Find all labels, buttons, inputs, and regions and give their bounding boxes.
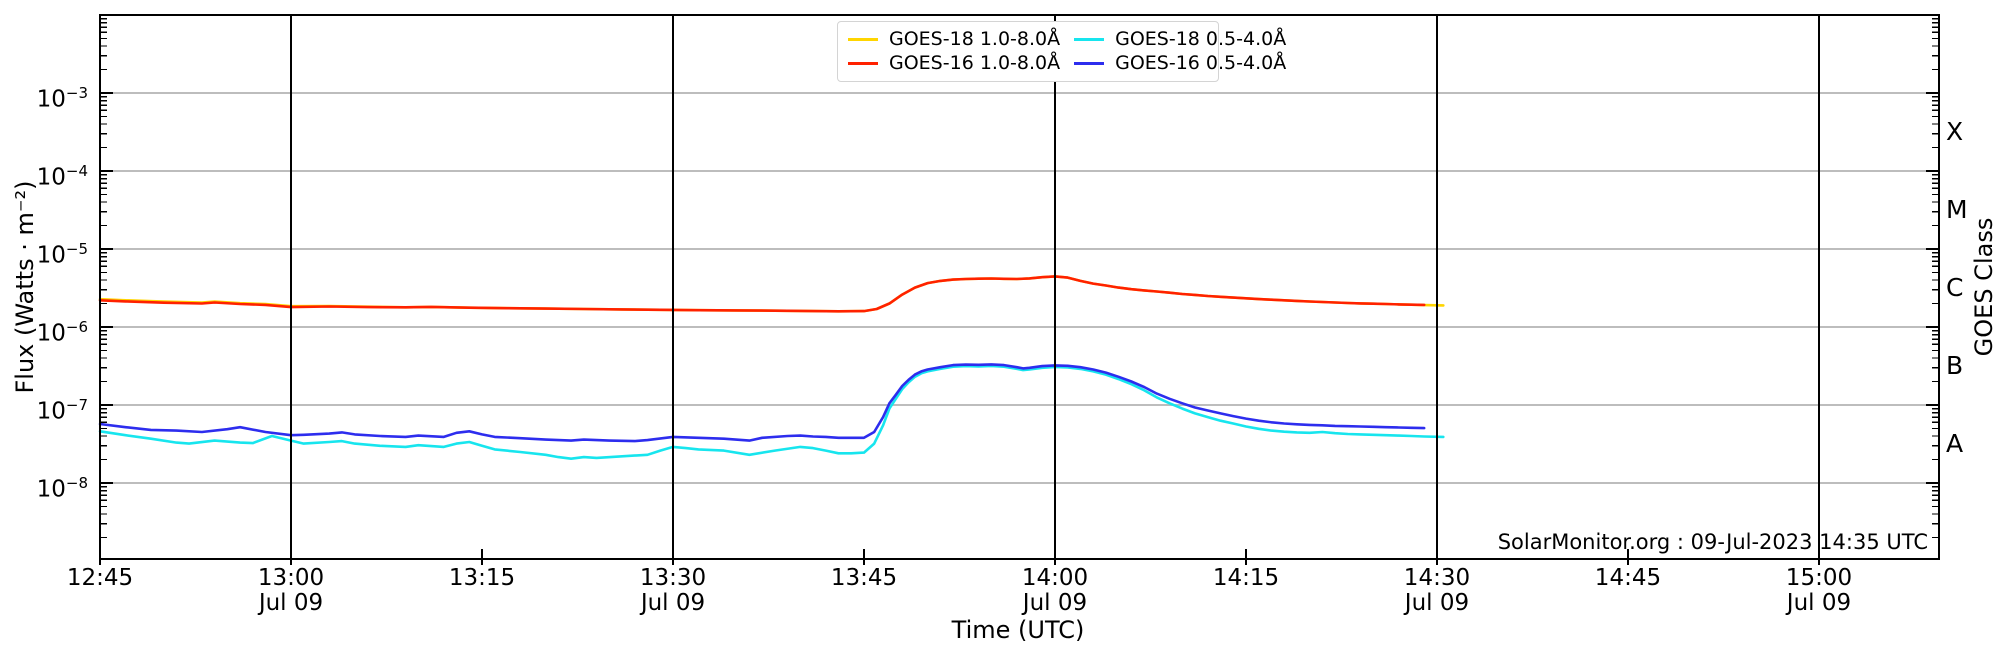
legend-label: GOES-16 0.5-4.0Å xyxy=(1115,52,1287,74)
legend-item-goes18-short: GOES-18 0.5-4.0Å xyxy=(1074,27,1286,51)
legend-label: GOES-18 1.0-8.0Å xyxy=(889,28,1061,50)
x-date-sublabel: Jul 09 xyxy=(1404,590,1470,616)
curve-goes-16-0-5-4-0- xyxy=(98,363,1426,443)
legend-label: GOES-16 1.0-8.0Å xyxy=(889,52,1061,74)
x-axis-label-time: Time (UTC) xyxy=(951,616,1085,644)
goes18-short-line-swatch xyxy=(1074,37,1105,41)
curve-goes-16-1-0-8-0- xyxy=(98,275,1426,313)
axis-ticks xyxy=(99,17,1939,565)
x-tick-label: 13:45 xyxy=(830,565,898,591)
solarmonitor-annotation: SolarMonitor.org : 09-Jul-2023 14:35 UTC xyxy=(1497,530,1928,554)
goes16-short-line-swatch xyxy=(1074,61,1105,65)
y-tick-label: 10−3 xyxy=(36,84,88,113)
y-tick-label: 10−6 xyxy=(36,318,88,347)
y-axis-label-goes-class: GOES Class xyxy=(1970,217,1998,357)
legend-box: GOES-18 1.0-8.0Å GOES-18 0.5-4.0Å GOES-1… xyxy=(837,21,1286,82)
x-date-sublabel: Jul 09 xyxy=(640,590,706,616)
flux-curves xyxy=(98,275,1445,461)
horizontal-gridlines xyxy=(100,92,1939,484)
plot-border xyxy=(99,14,1940,560)
goes-class-letter-x: X xyxy=(1946,117,1964,147)
goes-class-letter-a: A xyxy=(1946,429,1964,459)
y-axis-label-flux: Flux (Watts · m⁻²) xyxy=(11,180,39,394)
x-tick-label: 12:45 xyxy=(66,565,134,591)
x-date-sublabel: Jul 09 xyxy=(1786,590,1852,616)
y-tick-label: 10−7 xyxy=(36,396,88,425)
legend-label: GOES-18 0.5-4.0Å xyxy=(1115,28,1287,50)
goes-class-letter-m: M xyxy=(1946,195,1968,225)
goes-class-letter-c: C xyxy=(1946,273,1964,303)
y-tick-label: 10−5 xyxy=(36,240,88,269)
x-date-sublabel: Jul 09 xyxy=(258,590,324,616)
y-tick-label: 10−8 xyxy=(36,474,88,503)
x-tick-label: 13:30 xyxy=(639,565,707,591)
x-tick-label: 14:45 xyxy=(1594,565,1662,591)
legend-item-goes16-short: GOES-16 0.5-4.0Å xyxy=(1074,51,1286,75)
x-date-sublabel: Jul 09 xyxy=(1022,590,1088,616)
vertical-gridlines xyxy=(289,15,1820,559)
x-tick-label: 14:30 xyxy=(1403,565,1471,591)
legend-item-goes16-long: GOES-16 1.0-8.0Å xyxy=(848,51,1060,75)
goes18-long-line-swatch xyxy=(848,37,878,41)
curve-goes-18-0-5-4-0- xyxy=(98,364,1445,461)
x-tick-label: 13:15 xyxy=(448,565,516,591)
goes-class-letter-b: B xyxy=(1946,351,1964,381)
legend-item-goes18-long: GOES-18 1.0-8.0Å xyxy=(848,27,1060,51)
x-tick-label: 14:00 xyxy=(1021,565,1089,591)
x-tick-label: 14:15 xyxy=(1212,565,1280,591)
axes-spines xyxy=(99,14,1940,560)
x-tick-label: 15:00 xyxy=(1785,565,1853,591)
x-tick-label: 13:00 xyxy=(257,565,325,591)
goes16-long-line-swatch xyxy=(848,61,878,65)
y-tick-label: 10−4 xyxy=(36,162,88,191)
